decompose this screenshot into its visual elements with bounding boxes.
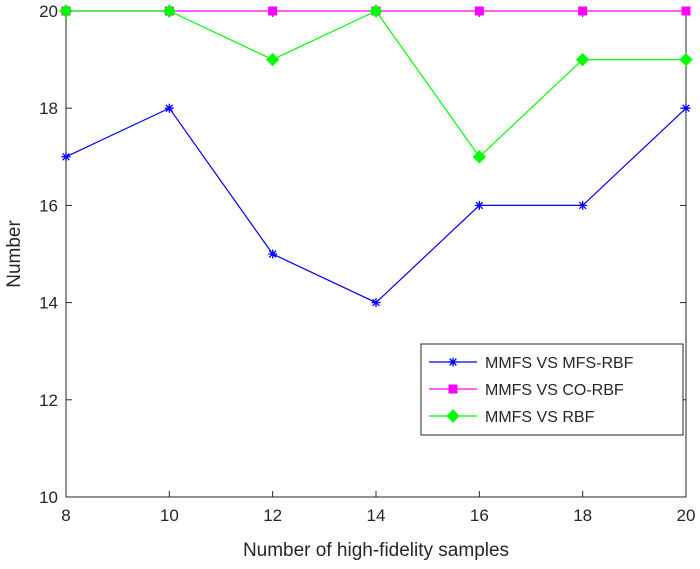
x-tick-label: 16 — [470, 506, 489, 525]
x-tick-label: 20 — [677, 506, 696, 525]
data-point — [268, 249, 278, 259]
data-point — [369, 4, 383, 18]
x-axis-label: Number of high-fidelity samples — [243, 540, 509, 561]
data-point — [268, 6, 278, 16]
legend-item: MMFS VS CO-RBF — [429, 382, 624, 399]
data-point — [164, 103, 174, 113]
x-tick-label: 8 — [61, 506, 70, 525]
data-point — [474, 6, 484, 16]
legend-label: MMFS VS MFS-RBF — [485, 355, 634, 372]
data-point — [575, 52, 590, 67]
data-point — [371, 298, 381, 308]
legend-marker — [446, 409, 460, 423]
legend-marker — [448, 384, 458, 394]
series-layer — [59, 4, 693, 308]
data-point — [61, 152, 71, 162]
data-point — [681, 6, 691, 16]
data-point — [59, 4, 73, 18]
y-tick-label: 10 — [39, 488, 58, 507]
data-point — [679, 52, 693, 67]
legend-label: MMFS VS RBF — [485, 409, 595, 426]
data-point — [578, 6, 588, 16]
x-tick-label: 12 — [263, 506, 282, 525]
legend-label: MMFS VS CO-RBF — [485, 382, 624, 399]
series-3 — [59, 4, 693, 164]
y-tick-label: 12 — [39, 391, 58, 410]
data-point — [578, 200, 588, 210]
legend-item: MMFS VS RBF — [429, 409, 595, 426]
data-point — [681, 103, 691, 113]
legend-marker — [448, 357, 458, 367]
y-axis-label: Number — [4, 220, 25, 288]
y-tick-label: 14 — [39, 294, 58, 313]
data-point — [474, 200, 484, 210]
x-tick-label: 10 — [160, 506, 179, 525]
y-tick-label: 16 — [39, 196, 58, 215]
series-1 — [61, 103, 691, 308]
y-tick-label: 20 — [39, 2, 58, 21]
x-tick-label: 18 — [573, 506, 592, 525]
y-tick-label: 18 — [39, 99, 58, 118]
data-point — [472, 150, 487, 164]
data-point — [265, 52, 280, 67]
x-tick-label: 14 — [367, 506, 386, 525]
data-point — [162, 4, 177, 18]
legend: MMFS VS MFS-RBF MMFS VS CO-RBF MMFS VS RBF — [420, 343, 684, 436]
legend-item: MMFS VS MFS-RBF — [429, 355, 634, 372]
